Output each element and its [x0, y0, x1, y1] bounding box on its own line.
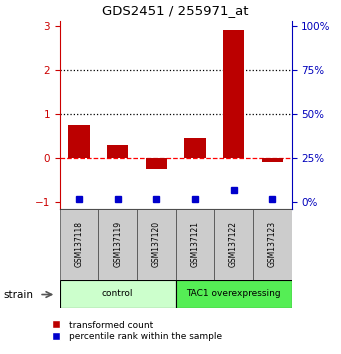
Bar [176, 209, 214, 280]
Text: GSM137118: GSM137118 [74, 221, 84, 267]
Bar [184, 138, 206, 158]
Text: GSM137122: GSM137122 [229, 221, 238, 267]
Bar [253, 209, 292, 280]
Bar [223, 30, 244, 158]
Bar [262, 158, 283, 162]
Text: strain: strain [3, 290, 33, 299]
Bar [214, 209, 253, 280]
Bar [176, 280, 292, 308]
Legend: transformed count, percentile rank within the sample: transformed count, percentile rank withi… [47, 321, 222, 341]
Text: GSM137119: GSM137119 [113, 221, 122, 267]
Text: GSM137121: GSM137121 [190, 221, 199, 267]
Bar [98, 209, 137, 280]
Text: GSM137120: GSM137120 [152, 221, 161, 267]
Bar [60, 280, 176, 308]
Bar [137, 209, 176, 280]
Title: GDS2451 / 255971_at: GDS2451 / 255971_at [102, 4, 249, 17]
Bar [107, 145, 128, 158]
Text: TAC1 overexpressing: TAC1 overexpressing [186, 289, 281, 298]
Bar [146, 158, 167, 169]
Bar [60, 209, 98, 280]
Text: GSM137123: GSM137123 [268, 221, 277, 267]
Text: control: control [102, 289, 133, 298]
Bar [68, 125, 90, 158]
